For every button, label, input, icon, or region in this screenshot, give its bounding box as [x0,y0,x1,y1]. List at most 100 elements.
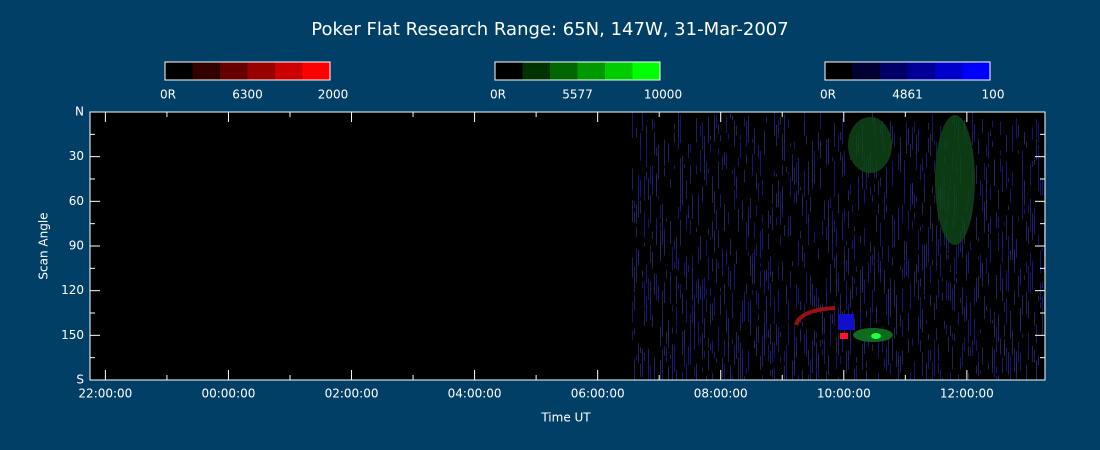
noise [658,157,659,163]
noise [742,212,743,219]
noise [924,172,925,192]
noise [924,296,925,300]
noise [1030,163,1031,186]
noise [776,173,777,177]
noise [1000,150,1001,156]
noise [932,113,933,141]
noise [1004,302,1005,312]
noise [840,356,841,364]
noise [918,229,919,250]
noise [874,262,875,276]
noise [714,351,715,360]
noise [876,306,877,324]
noise [1014,290,1015,305]
noise [868,262,869,283]
noise [944,320,945,329]
noise [1008,236,1009,256]
noise [890,278,891,284]
noise [968,346,969,356]
noise [810,359,811,380]
noise [652,314,653,327]
noise [948,336,949,352]
noise [640,347,641,353]
noise [862,266,863,293]
noise [664,139,665,166]
noise [910,186,911,211]
noise [854,234,855,261]
noise [812,339,813,366]
noise [676,369,677,380]
noise [906,241,907,255]
noise [802,321,803,327]
noise [774,342,775,358]
noise [986,305,987,311]
noise [986,179,987,205]
noise [1026,291,1027,315]
noise [722,250,723,269]
noise [802,245,803,262]
noise [680,178,681,204]
noise [706,375,707,380]
noise [1006,347,1007,372]
noise [680,219,681,246]
noise [786,166,787,173]
noise [912,184,913,198]
noise [852,204,853,212]
noise [940,370,941,380]
noise [768,261,769,271]
y-tick-label: S [76,373,84,387]
noise [696,118,697,143]
noise [1038,164,1039,191]
noise [750,299,751,325]
noise [730,270,731,291]
noise [734,121,735,147]
noise [864,227,865,246]
noise [716,115,717,129]
noise [848,210,849,229]
noise [922,202,923,215]
noise [766,298,767,323]
noise [774,297,775,324]
noise [1022,192,1023,220]
noise [928,138,929,153]
noise [634,201,635,208]
noise [1016,360,1017,368]
noise [638,343,639,363]
noise [962,286,963,296]
noise [686,300,687,323]
noise [716,357,717,363]
noise [932,186,933,194]
noise [752,290,753,295]
noise [870,241,871,253]
noise [716,258,717,284]
noise [982,118,983,134]
noise [724,151,725,166]
noise [790,215,791,236]
noise [756,327,757,343]
noise [810,197,811,212]
noise [668,367,669,380]
noise [980,329,981,333]
noise [812,283,813,307]
noise [1020,311,1021,320]
noise [784,365,785,380]
noise [702,186,703,203]
noise [742,348,743,370]
noise [826,370,827,380]
noise [892,125,893,144]
noise [644,175,645,201]
noise [660,359,661,380]
noise [956,246,957,274]
noise [892,161,893,186]
noise [1042,247,1043,251]
noise [670,276,671,285]
noise [680,158,681,181]
noise [858,177,859,202]
noise [860,235,861,243]
noise [930,265,931,284]
noise [758,145,759,159]
noise [692,194,693,219]
noise [634,328,635,335]
noise [896,295,897,306]
noise [850,290,851,309]
